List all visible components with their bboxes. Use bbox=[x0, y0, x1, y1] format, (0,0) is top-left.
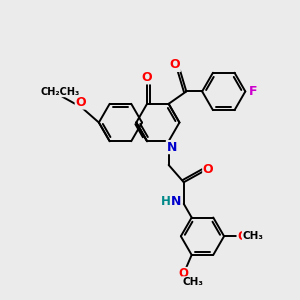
Text: CH₃: CH₃ bbox=[242, 231, 263, 241]
Text: N: N bbox=[167, 141, 177, 154]
Text: O: O bbox=[203, 163, 213, 176]
Text: O: O bbox=[169, 58, 180, 71]
Text: O: O bbox=[178, 268, 188, 281]
Text: O: O bbox=[142, 71, 152, 84]
Text: O: O bbox=[237, 230, 247, 243]
Text: CH₂CH₃: CH₂CH₃ bbox=[40, 87, 80, 97]
Text: O: O bbox=[75, 96, 86, 109]
Text: CH₃: CH₃ bbox=[182, 277, 203, 287]
Text: H: H bbox=[161, 195, 171, 208]
Text: F: F bbox=[249, 85, 257, 98]
Text: N: N bbox=[171, 195, 181, 208]
